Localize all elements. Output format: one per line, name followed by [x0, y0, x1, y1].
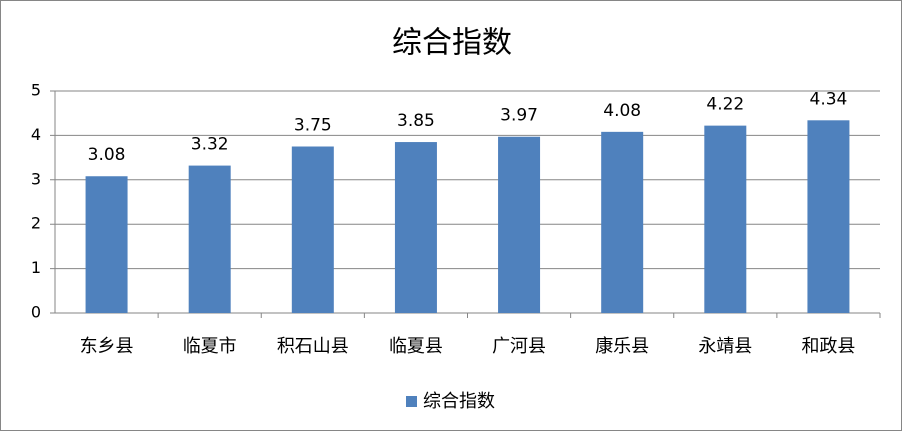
data-label: 4.08 [603, 101, 641, 121]
data-label: 3.75 [294, 116, 332, 136]
legend-swatch [406, 396, 417, 407]
bar [394, 142, 437, 313]
y-tick-label: 5 [31, 81, 41, 100]
x-tick-label: 广河县 [492, 336, 546, 357]
bar [85, 176, 128, 313]
bar [291, 146, 334, 313]
data-label: 3.97 [500, 106, 538, 126]
bar [807, 120, 850, 313]
y-tick-label: 1 [31, 258, 41, 277]
y-tick-label: 0 [31, 303, 41, 322]
bar [704, 125, 747, 313]
x-tick-label: 临夏市 [183, 336, 237, 357]
y-tick-label: 2 [31, 214, 41, 233]
bar [498, 136, 541, 313]
x-tick-label: 康乐县 [595, 336, 649, 357]
x-tick-label: 和政县 [801, 336, 855, 357]
y-tick-label: 4 [31, 125, 41, 144]
data-label: 4.22 [706, 95, 744, 115]
x-tick-label: 积石山县 [277, 336, 349, 357]
data-label: 3.85 [397, 111, 435, 131]
x-tick-label: 东乡县 [80, 336, 134, 357]
bar [188, 165, 231, 313]
x-tick-label: 临夏县 [389, 336, 443, 357]
bar [601, 131, 644, 313]
data-label: 3.32 [191, 135, 229, 155]
y-tick-label: 3 [31, 169, 41, 188]
legend-label: 综合指数 [423, 391, 495, 412]
data-label: 3.08 [88, 145, 126, 165]
x-tick-label: 永靖县 [698, 336, 752, 357]
chart-title: 综合指数 [392, 26, 512, 61]
data-label: 4.34 [810, 89, 848, 109]
